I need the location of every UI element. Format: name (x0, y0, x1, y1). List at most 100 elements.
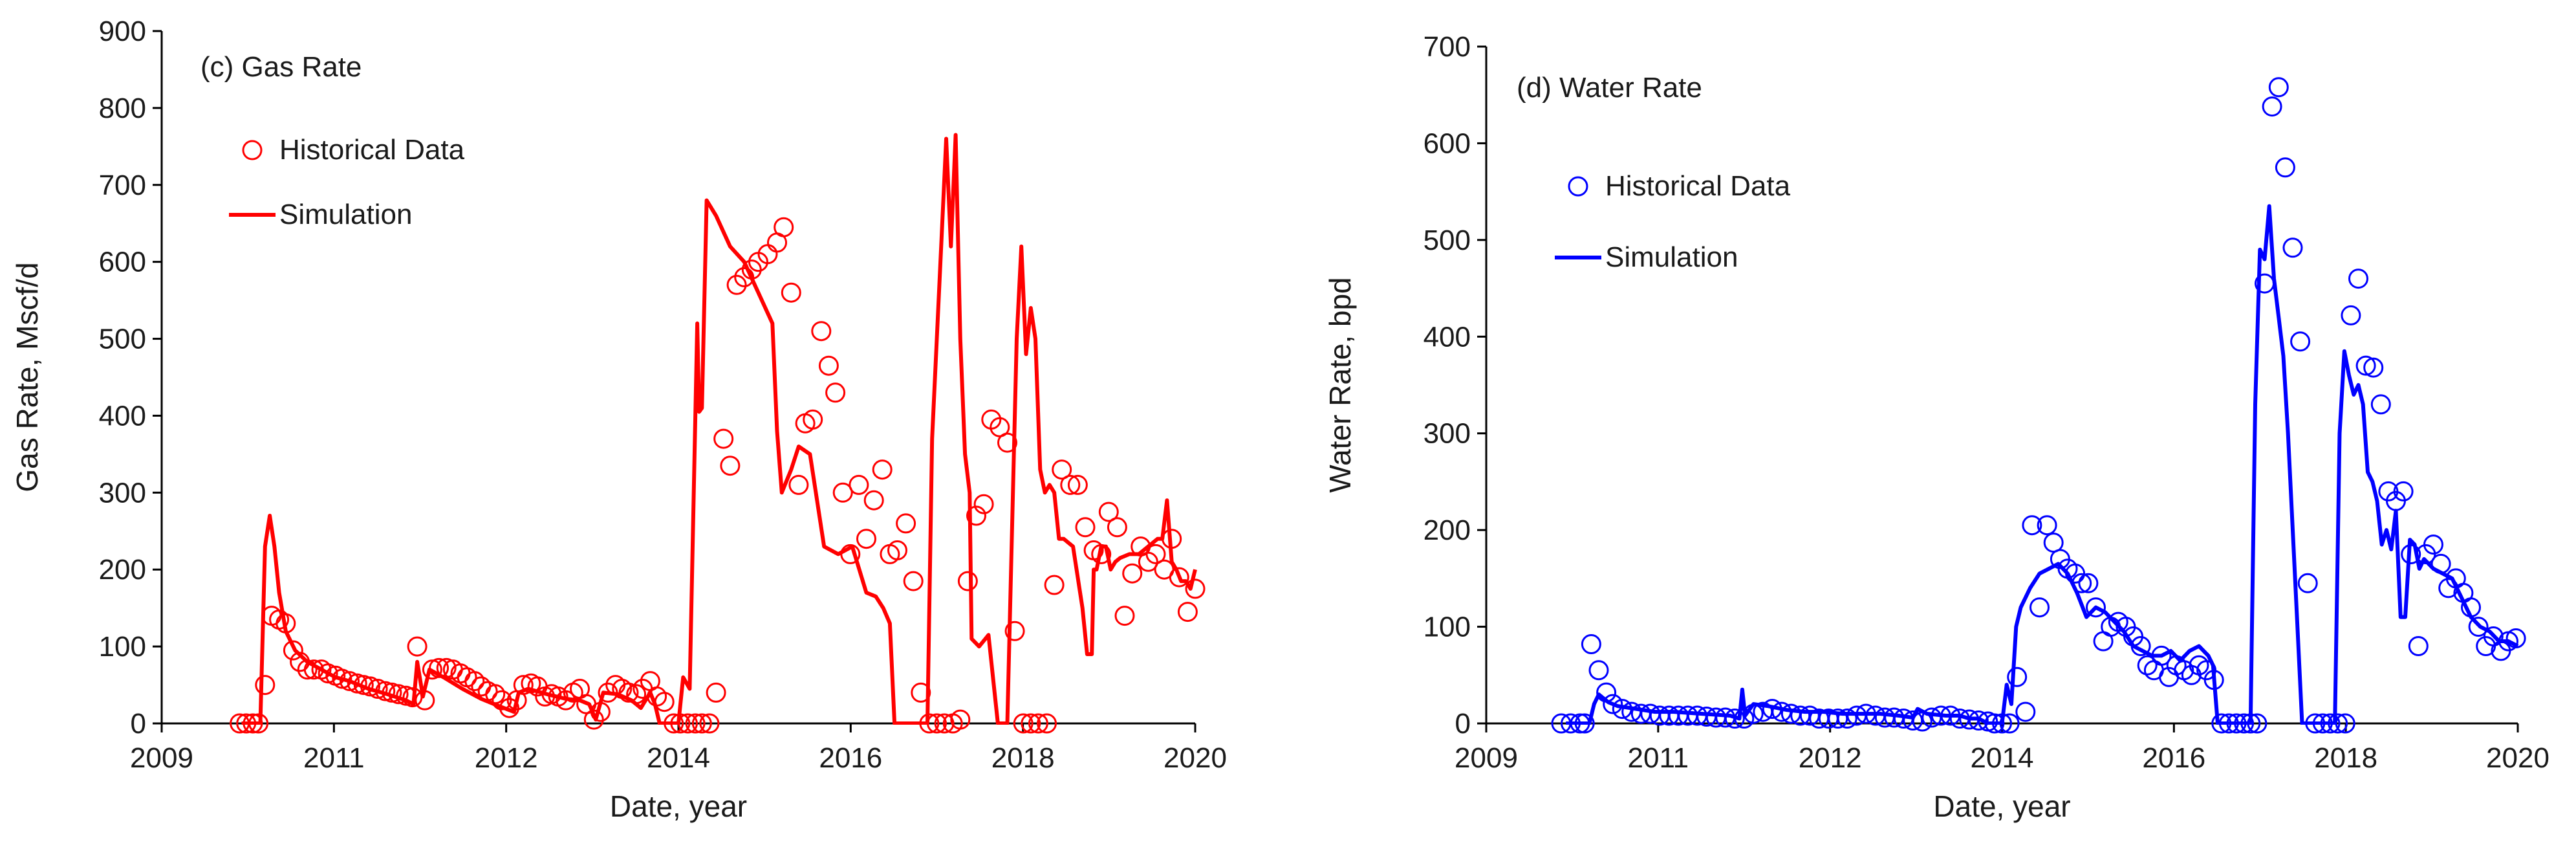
historical-data-point (664, 713, 684, 734)
historical-data-point (1177, 602, 1198, 622)
x-tick-label: 2016 (2142, 742, 2205, 774)
historical-data-point (1037, 713, 1057, 734)
x-tick-label: 2020 (2486, 742, 2549, 774)
historical-data-point (2226, 713, 2247, 734)
historical-data-point (1107, 517, 1127, 538)
historical-data-point (699, 713, 720, 734)
simulation-series-line (1566, 204, 2519, 725)
gas-rate-chart: 0 100 200 300 400 500 600 700 800 900 2009 2011 2012… (10, 16, 1227, 823)
historical-data-point (2506, 628, 2526, 648)
historical-data-point (1060, 474, 1081, 495)
historical-data-point (1799, 705, 1820, 726)
historical-data-point (367, 679, 388, 699)
historical-data-point (243, 713, 263, 734)
historical-data-point (863, 490, 884, 511)
historical-data-point (2247, 713, 2268, 734)
historical-data-point (1122, 563, 1143, 584)
historical-data-point (2029, 597, 2050, 618)
historical-data-point (1828, 709, 1848, 729)
historical-data-point (685, 713, 706, 734)
x-axis-title: Date, year (610, 789, 747, 823)
x-axis-title: Date, year (1933, 789, 2070, 823)
historical-data-point (840, 544, 861, 564)
historical-data-point (1612, 699, 1632, 720)
historical-data-point (2262, 96, 2282, 117)
historical-data-point (713, 428, 734, 449)
historical-data-point (950, 709, 971, 730)
historical-data-point (1145, 544, 1166, 564)
historical-data-point (485, 684, 506, 705)
historical-data-point (415, 690, 435, 710)
y-tick-label: 700 (1423, 31, 1471, 63)
legend-label-simulation: Simulation (1605, 241, 1738, 273)
historical-data-point (2007, 666, 2028, 687)
historical-data-point (303, 659, 324, 680)
y-tick-label: 800 (99, 93, 146, 124)
historical-data-point (492, 690, 512, 710)
historical-data-point (1067, 474, 1088, 495)
historical-data-point (2305, 713, 2326, 734)
historical-data-point (248, 713, 269, 734)
historical-data-point (1837, 709, 1857, 729)
historical-data-point (2234, 713, 2255, 734)
chart-title: (c) Gas Rate (200, 51, 362, 83)
historical-data-point (1762, 699, 1782, 720)
historical-data-point (1603, 694, 1623, 714)
historical-data-point (2022, 515, 2042, 536)
historical-data-point (1884, 707, 1905, 728)
historical-data-point (678, 713, 698, 734)
legend-marker-historical (242, 140, 263, 160)
historical-data-point (318, 663, 338, 684)
y-axis-title: Water Rate, bpd (1323, 277, 1357, 492)
historical-data-point (618, 682, 639, 703)
historical-data-point (1574, 713, 1595, 734)
historical-data-point (2268, 77, 2289, 98)
historical-data-point (332, 668, 352, 689)
historical-data-point (1570, 713, 1590, 734)
historical-data-point (934, 713, 955, 734)
historical-data-point (1098, 501, 1119, 522)
historical-data-point (887, 540, 907, 560)
x-tick-label: 2012 (1799, 742, 1862, 774)
historical-data-point (1984, 713, 2005, 734)
historical-data-point (2211, 713, 2232, 734)
chart-title: (d) Water Rate (1517, 72, 1702, 104)
historical-data-point (2335, 713, 2355, 734)
x-tick-label: 2011 (303, 742, 365, 774)
legend-label-historical: Historical Data (1605, 170, 1791, 202)
y-tick-label: 400 (1423, 321, 1471, 353)
historical-data-point (1028, 713, 1048, 734)
historical-data-point (1044, 575, 1065, 595)
historical-data-point (1856, 703, 1876, 724)
y-tick-label: 500 (99, 324, 146, 355)
historical-data-point (464, 671, 485, 692)
x-tick-label: 2009 (1455, 742, 1518, 774)
y-tick-label: 600 (1423, 127, 1471, 159)
historical-data-point (2255, 273, 2275, 294)
historical-data-point (2370, 394, 2391, 415)
historical-data-point (2203, 670, 2224, 690)
x-tick-label: 2020 (1164, 742, 1227, 774)
historical-data-point (1893, 709, 1914, 729)
historical-data-point (1743, 703, 1764, 724)
historical-data-point (966, 505, 986, 526)
historical-data-point (803, 409, 823, 430)
historical-data-point (997, 432, 1017, 453)
historical-data-point (1931, 705, 1951, 726)
historical-data-point (1185, 578, 1206, 599)
historical-data-point (2240, 713, 2261, 734)
y-tick-label: 200 (1423, 514, 1471, 546)
historical-data-point (973, 494, 994, 514)
historical-data-point (2151, 645, 2172, 666)
historical-data-point (1968, 710, 1989, 731)
historical-data-point (1771, 701, 1792, 722)
historical-data-point (706, 682, 726, 703)
historical-data-point (741, 259, 762, 280)
historical-data-point (2072, 573, 2092, 593)
historical-data-point (1596, 682, 1617, 703)
historical-data-point (2137, 655, 2158, 676)
historical-data-point (774, 217, 794, 237)
historical-data-point (605, 675, 626, 696)
historical-data-point (911, 682, 931, 703)
